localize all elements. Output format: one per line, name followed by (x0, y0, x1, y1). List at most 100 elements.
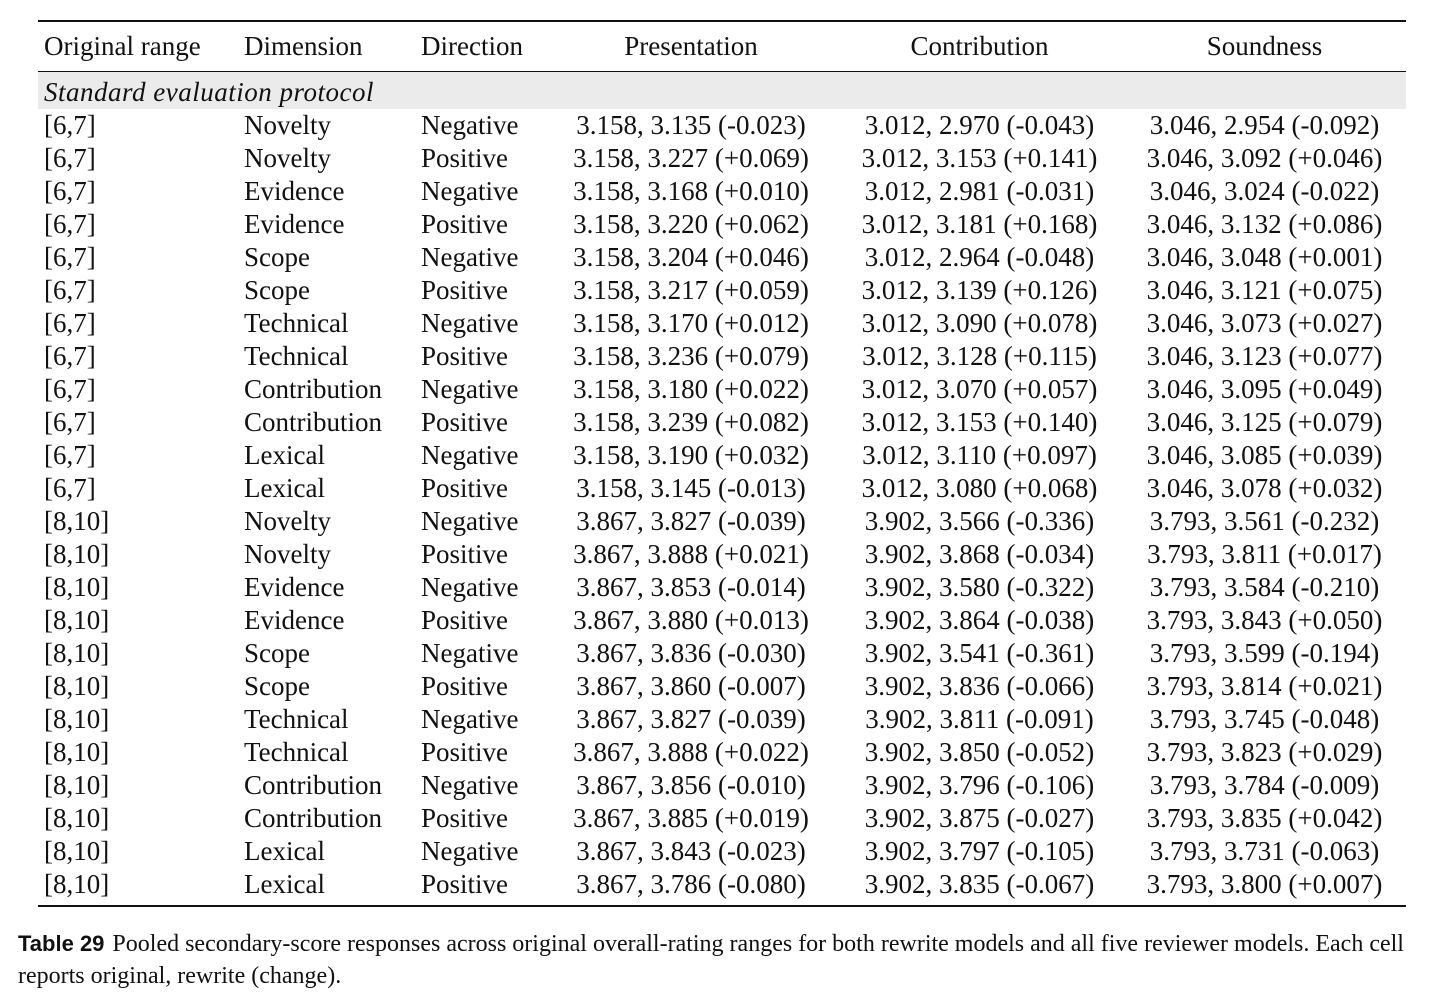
cell-soundness: 3.046, 3.048 (+0.001) (1146, 242, 1383, 272)
header-original-range: Original range (38, 20, 238, 72)
cell-contribution: 3.012, 2.964 (-0.048) (864, 242, 1095, 272)
cell-original-range: [8,10] (44, 638, 110, 668)
cell-original-range: [8,10] (44, 572, 110, 602)
caption-text: Pooled secondary-score responses across … (18, 931, 1404, 989)
cell-soundness: 3.793, 3.843 (+0.050) (1146, 605, 1383, 635)
cell-dimension: Lexical (244, 473, 325, 503)
cell-contribution: 3.012, 2.981 (-0.031) (864, 176, 1095, 206)
cell-direction: Negative (421, 836, 519, 866)
cell-contribution: 3.012, 3.153 (+0.141) (861, 143, 1098, 173)
cell-presentation: 3.867, 3.786 (-0.080) (546, 868, 836, 907)
cell-presentation: 3.867, 3.885 (+0.019) (573, 803, 809, 833)
table-row: [6,7] Contribution Positive 3.158, 3.239 (+… (38, 406, 1406, 439)
cell-direction: Negative (421, 704, 519, 734)
cell-contribution: 3.902, 3.864 (-0.038) (864, 605, 1095, 635)
cell-dimension: Technical (244, 341, 349, 371)
cell-soundness: 3.046, 3.085 (+0.039) (1146, 440, 1383, 470)
cell-original-range: [6,7] (44, 440, 96, 470)
cell-soundness: 3.793, 3.811 (+0.017) (1147, 539, 1382, 569)
cell-dimension: Novelty (244, 110, 331, 140)
table-row: [6,7] Scope Positive 3.158, 3.217 (+0.059) 3… (38, 274, 1406, 307)
cell-soundness: 3.793, 3.745 (-0.048) (1149, 704, 1380, 734)
cell-contribution: 3.902, 3.850 (-0.052) (864, 737, 1095, 767)
cell-soundness: 3.046, 3.125 (+0.079) (1146, 407, 1383, 437)
table-row: [6,7] Novelty Positive 3.158, 3.227 (+0.069… (38, 142, 1406, 175)
cell-original-range: [6,7] (44, 374, 96, 404)
table-header: Original range Dimension Direction Prese… (38, 20, 1406, 72)
cell-soundness: 3.793, 3.814 (+0.021) (1146, 671, 1383, 701)
cell-direction: Negative (421, 440, 519, 470)
table-row: [6,7] Evidence Positive 3.158, 3.220 (+0.06… (38, 208, 1406, 241)
cell-dimension: Novelty (244, 539, 331, 569)
cell-dimension: Technical (244, 737, 349, 767)
cell-original-range: [8,10] (44, 605, 110, 635)
cell-dimension: Lexical (238, 868, 415, 907)
cell-contribution: 3.902, 3.836 (-0.066) (864, 671, 1095, 701)
cell-original-range: [6,7] (44, 308, 96, 338)
cell-dimension: Evidence (244, 605, 345, 635)
cell-original-range: [8,10] (44, 539, 110, 569)
cell-original-range: [8,10] (44, 506, 110, 536)
cell-original-range: [8,10] (44, 737, 110, 767)
cell-soundness: 3.046, 3.132 (+0.086) (1146, 209, 1383, 239)
cell-soundness: 3.793, 3.561 (-0.232) (1149, 506, 1380, 536)
table-row: [8,10] Technical Positive 3.867, 3.888 (+0.… (38, 736, 1406, 769)
cell-soundness: 3.793, 3.784 (-0.009) (1149, 770, 1380, 800)
cell-direction: Negative (421, 638, 519, 668)
cell-dimension: Evidence (244, 572, 345, 602)
table-row: [8,10] Contribution Positive 3.867, 3.885 (… (38, 802, 1406, 835)
cell-original-range: [8,10] (44, 836, 110, 866)
cell-presentation: 3.867, 3.843 (-0.023) (576, 836, 806, 866)
cell-direction: Positive (421, 407, 509, 437)
table-row: [8,10] Lexical Negative 3.867, 3.843 (-0.02… (38, 835, 1406, 868)
cell-direction: Negative (421, 110, 519, 140)
table-row: [6,7] Technical Negative 3.158, 3.170 (+0.0… (38, 307, 1406, 340)
cell-dimension: Contribution (244, 803, 383, 833)
cell-soundness: 3.793, 3.800 (+0.007) (1123, 868, 1406, 907)
caption-label: Table 29 (18, 931, 105, 956)
cell-soundness: 3.046, 3.095 (+0.049) (1146, 374, 1383, 404)
cell-contribution: 3.012, 3.070 (+0.057) (861, 374, 1098, 404)
cell-presentation: 3.867, 3.860 (-0.007) (576, 671, 806, 701)
cell-direction: Negative (421, 572, 519, 602)
cell-presentation: 3.158, 3.190 (+0.032) (573, 440, 809, 470)
cell-soundness: 3.793, 3.599 (-0.194) (1149, 638, 1380, 668)
cell-presentation: 3.158, 3.168 (+0.010) (573, 176, 809, 206)
cell-direction: Negative (421, 308, 519, 338)
cell-direction: Positive (415, 868, 546, 907)
header-direction: Direction (415, 20, 546, 72)
header-contribution: Contribution (836, 20, 1123, 72)
cell-original-range: [6,7] (44, 473, 96, 503)
cell-contribution: 3.012, 3.153 (+0.140) (861, 407, 1098, 437)
cell-direction: Negative (421, 770, 519, 800)
cell-presentation: 3.867, 3.853 (-0.014) (576, 572, 806, 602)
cell-dimension: Scope (244, 242, 310, 272)
table-row: [6,7] Scope Negative 3.158, 3.204 (+0.046) 3… (38, 241, 1406, 274)
table-row: [6,7] Lexical Positive 3.158, 3.145 (-0.013… (38, 472, 1406, 505)
cell-direction: Negative (421, 374, 519, 404)
cell-contribution: 3.012, 3.090 (+0.078) (861, 308, 1098, 338)
table-row: [8,10] Novelty Positive 3.867, 3.888 (+0.02… (38, 538, 1406, 571)
cell-dimension: Lexical (244, 440, 325, 470)
cell-dimension: Evidence (244, 209, 345, 239)
cell-direction: Positive (421, 737, 509, 767)
cell-original-range: [8,10] (44, 803, 110, 833)
cell-contribution: 3.012, 3.139 (+0.126) (861, 275, 1098, 305)
cell-soundness: 3.046, 3.024 (-0.022) (1149, 176, 1380, 206)
cell-presentation: 3.867, 3.827 (-0.039) (576, 704, 806, 734)
cell-dimension: Lexical (244, 836, 325, 866)
table-body: Standard evaluation protocol [6,7] Novelt… (38, 71, 1406, 907)
cell-soundness: 3.046, 3.073 (+0.027) (1146, 308, 1383, 338)
cell-presentation: 3.158, 3.239 (+0.082) (573, 407, 809, 437)
cell-presentation: 3.867, 3.888 (+0.022) (573, 737, 809, 767)
cell-dimension: Technical (244, 308, 349, 338)
cell-original-range: [6,7] (44, 209, 96, 239)
table-caption: Table 29 Pooled secondary-score responses… (18, 928, 1428, 992)
header-soundness: Soundness (1123, 20, 1406, 72)
table-row: [8,10] Scope Positive 3.867, 3.860 (-0.007)… (38, 670, 1406, 703)
cell-contribution: 3.902, 3.868 (-0.034) (864, 539, 1095, 569)
cell-direction: Negative (421, 176, 519, 206)
cell-direction: Positive (421, 209, 509, 239)
cell-presentation: 3.158, 3.217 (+0.059) (573, 275, 809, 305)
cell-original-range: [8,10] (38, 868, 238, 907)
